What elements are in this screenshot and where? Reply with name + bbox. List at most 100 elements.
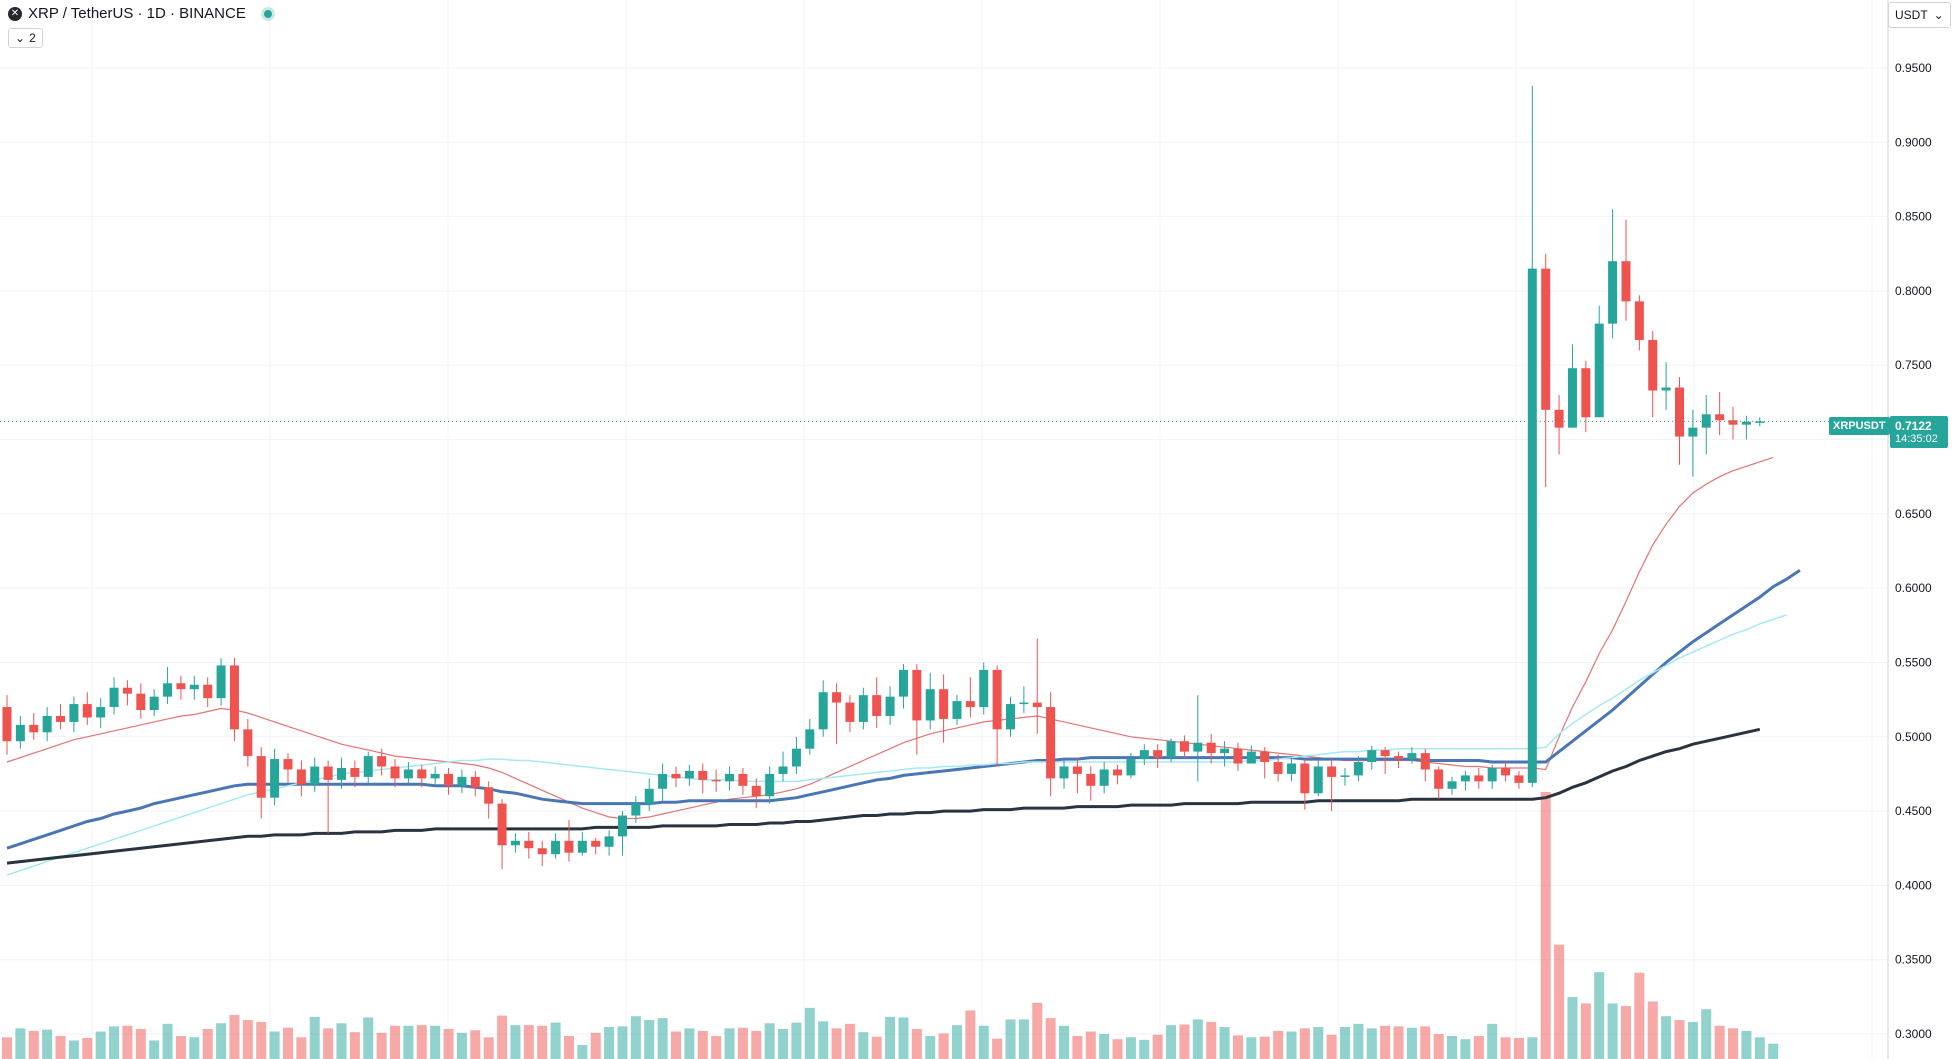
candle-body [310,766,320,785]
volume-bar [1607,1003,1618,1059]
candle-body [1166,741,1176,758]
bar-countdown: 14:35:02 [1895,433,1938,445]
volume-bar [430,1025,441,1059]
candle-body [1741,421,1751,425]
volume-bar [403,1025,414,1059]
candle-body [872,695,882,716]
candle-body [1661,387,1671,391]
volume-bar [778,1028,789,1059]
volume-bar [563,1036,574,1059]
candle-body [1246,751,1256,764]
candle-body [952,701,962,719]
chart-legend: ✕ XRP / TetherUS · 1D · BINANCE [8,5,272,22]
last-price-label: 0.7122 14:35:02 [1890,416,1948,448]
xrp-logo-icon: ✕ [8,6,22,21]
volume-bar [1674,1020,1685,1059]
volume-bar [1687,1021,1698,1059]
volume-bar [1554,944,1565,1059]
volume-bar [1728,1028,1739,1059]
candle-body [644,788,654,804]
candle-body [56,715,66,722]
volume-bar [323,1028,334,1059]
volume-bar [229,1014,240,1059]
volume-bar [1246,1037,1257,1059]
candle-body [1434,769,1444,789]
candle-body [577,840,587,853]
candle-body [363,756,373,777]
volume-bar [282,1027,293,1059]
candle-body [1554,409,1564,428]
candle-body [591,840,601,847]
candle-body [1420,753,1430,770]
symbol-title[interactable]: XRP / TetherUS · 1D · BINANCE [28,5,246,22]
volume-bar [1139,1039,1150,1059]
volume-bar [1513,1037,1524,1059]
volume-bar [1018,1019,1029,1059]
ma-short-line [6,456,1774,820]
price-tick-label: 0.6000 [1895,581,1932,595]
volume-bar [1768,1043,1779,1059]
volume-bar [1393,1026,1404,1059]
candle-body [1715,414,1725,421]
symbol-price-label: XRPUSDT [1829,417,1890,435]
volume-bar [831,1028,842,1059]
candle-body [176,683,186,690]
candle-body [1340,775,1350,777]
candle-body [551,840,561,855]
candle-body [1541,268,1551,410]
candle-body [1501,767,1511,776]
volume-bar [1259,1036,1270,1059]
candle-body [725,773,735,782]
candle-body [1086,773,1096,786]
candle-body [377,756,387,767]
candle-body [296,769,306,785]
candle-body [805,729,815,749]
currency-label: USDT [1895,8,1928,22]
volume-bar [978,1025,989,1059]
volume-bar [1487,1023,1498,1059]
candle-body [818,692,828,730]
volume-bar [992,1038,1003,1059]
volume-bar [109,1026,120,1059]
volume-bar [416,1025,427,1059]
candle-body [1233,748,1243,764]
volume-bar [55,1036,66,1059]
candle-body [1300,763,1310,794]
candle-body [524,840,534,849]
chevron-down-icon: ⌄ [1933,8,1944,22]
candle-body [216,665,226,699]
volume-bar [1634,972,1645,1059]
volume-bar [684,1028,695,1059]
volume-bar [1433,1034,1444,1059]
candle-body [939,689,949,719]
candle-body [1126,759,1136,776]
candle-body [778,766,788,774]
indicators-toggle-button[interactable]: ⌄ 2 [8,28,43,48]
candle-body [1380,750,1390,757]
volume-bar [1754,1037,1765,1059]
volume-bar [1232,1035,1243,1059]
candle-body [2,707,12,742]
candle-body [1139,750,1149,760]
volume-bar [1313,1027,1324,1059]
candle-body [484,787,494,804]
candle-body [1648,339,1658,391]
volume-bar [1273,1030,1284,1059]
volume-bar [898,1017,909,1059]
volume-bar [376,1032,387,1059]
volume-bar [28,1030,39,1059]
volume-bar [510,1025,521,1059]
price-tick-label: 0.9500 [1895,61,1932,75]
candle-body [658,773,668,789]
volume-bar [751,1030,762,1059]
currency-select[interactable]: USDT ⌄ [1888,2,1951,28]
volume-bar [1032,1002,1043,1059]
price-tick-label: 0.8000 [1895,284,1932,298]
price-tick-label: 0.7500 [1895,358,1932,372]
volume-bar [951,1025,962,1059]
volume-bar [1206,1021,1217,1059]
volume-bar [15,1028,26,1059]
candle-body [1019,702,1029,705]
volume-bar [336,1023,347,1059]
